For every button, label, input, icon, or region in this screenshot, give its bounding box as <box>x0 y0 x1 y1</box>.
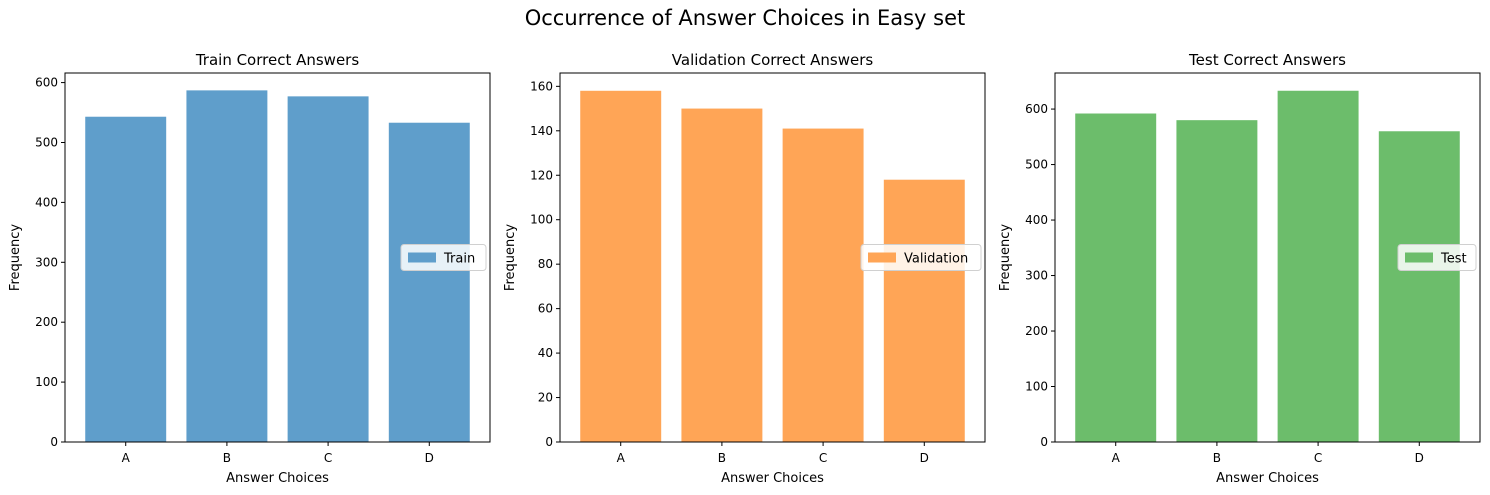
legend-label: Train <box>443 252 475 267</box>
x-axis-title: Answer Choices <box>721 471 824 486</box>
figure-title: Occurrence of Answer Choices in Easy set <box>524 6 966 30</box>
y-tick-label: 300 <box>35 255 58 269</box>
bar-a <box>580 90 662 442</box>
y-tick-label: 100 <box>1025 380 1048 394</box>
y-tick-label: 160 <box>530 79 553 93</box>
x-tick-label: D <box>920 451 929 465</box>
legend-swatch <box>1405 252 1433 263</box>
y-tick-label: 20 <box>538 391 553 405</box>
y-tick-label: 80 <box>538 257 553 271</box>
bar-d <box>388 122 470 443</box>
y-axis-title: Frequency <box>8 224 23 291</box>
legend-box <box>400 244 487 271</box>
x-tick-label: D <box>425 451 434 465</box>
y-tick-label: 600 <box>35 76 58 90</box>
y-tick-label: 0 <box>545 435 553 449</box>
legend-label: Test <box>1440 252 1467 267</box>
x-tick-label: C <box>819 451 827 465</box>
bar-a <box>85 116 167 443</box>
bar-d <box>1378 131 1460 442</box>
y-tick-label: 600 <box>1025 102 1048 116</box>
bar-c <box>287 96 369 443</box>
y-tick-label: 120 <box>530 168 553 182</box>
y-tick-label: 500 <box>35 135 58 149</box>
chart-title: Train Correct Answers <box>195 51 360 69</box>
legend-swatch <box>868 252 896 263</box>
y-tick-label: 200 <box>1025 324 1048 338</box>
x-axis-title: Answer Choices <box>1216 471 1319 486</box>
bar-a <box>1075 113 1157 442</box>
x-tick-label: A <box>1112 451 1121 465</box>
x-tick-label: C <box>1314 451 1322 465</box>
y-tick-label: 500 <box>1025 158 1048 172</box>
x-tick-label: C <box>324 451 332 465</box>
x-tick-label: B <box>718 451 726 465</box>
plot-frame <box>64 72 491 443</box>
y-tick-label: 400 <box>35 195 58 209</box>
bar-b <box>681 108 763 443</box>
chart-title: Test Correct Answers <box>1188 51 1346 69</box>
y-axis-title: Frequency <box>503 224 518 291</box>
y-tick-label: 200 <box>35 315 58 329</box>
bar-b <box>1176 120 1258 443</box>
y-tick-label: 100 <box>530 213 553 227</box>
x-axis-title: Answer Choices <box>226 471 329 486</box>
legend-box <box>1397 244 1477 271</box>
legend-box <box>860 244 982 271</box>
bar-c <box>1277 90 1359 442</box>
y-tick-label: 60 <box>538 302 553 316</box>
plot-frame <box>1054 72 1481 443</box>
bar-c <box>782 128 864 442</box>
bar-b <box>186 90 268 442</box>
x-tick-label: D <box>1415 451 1424 465</box>
legend-swatch <box>408 252 436 263</box>
x-tick-label: B <box>1213 451 1221 465</box>
legend-label: Validation <box>904 252 968 267</box>
y-tick-label: 300 <box>1025 269 1048 283</box>
y-tick-label: 0 <box>1040 435 1048 449</box>
x-tick-label: B <box>223 451 231 465</box>
y-tick-label: 400 <box>1025 213 1048 227</box>
chart-title: Validation Correct Answers <box>672 51 874 69</box>
x-tick-label: A <box>617 451 626 465</box>
x-tick-label: A <box>122 451 131 465</box>
y-tick-label: 40 <box>538 346 553 360</box>
y-tick-label: 140 <box>530 124 553 138</box>
y-tick-label: 100 <box>35 375 58 389</box>
y-axis-title: Frequency <box>998 224 1013 291</box>
plot-frame <box>559 72 986 443</box>
bar-d <box>883 179 965 442</box>
y-tick-label: 0 <box>50 435 58 449</box>
